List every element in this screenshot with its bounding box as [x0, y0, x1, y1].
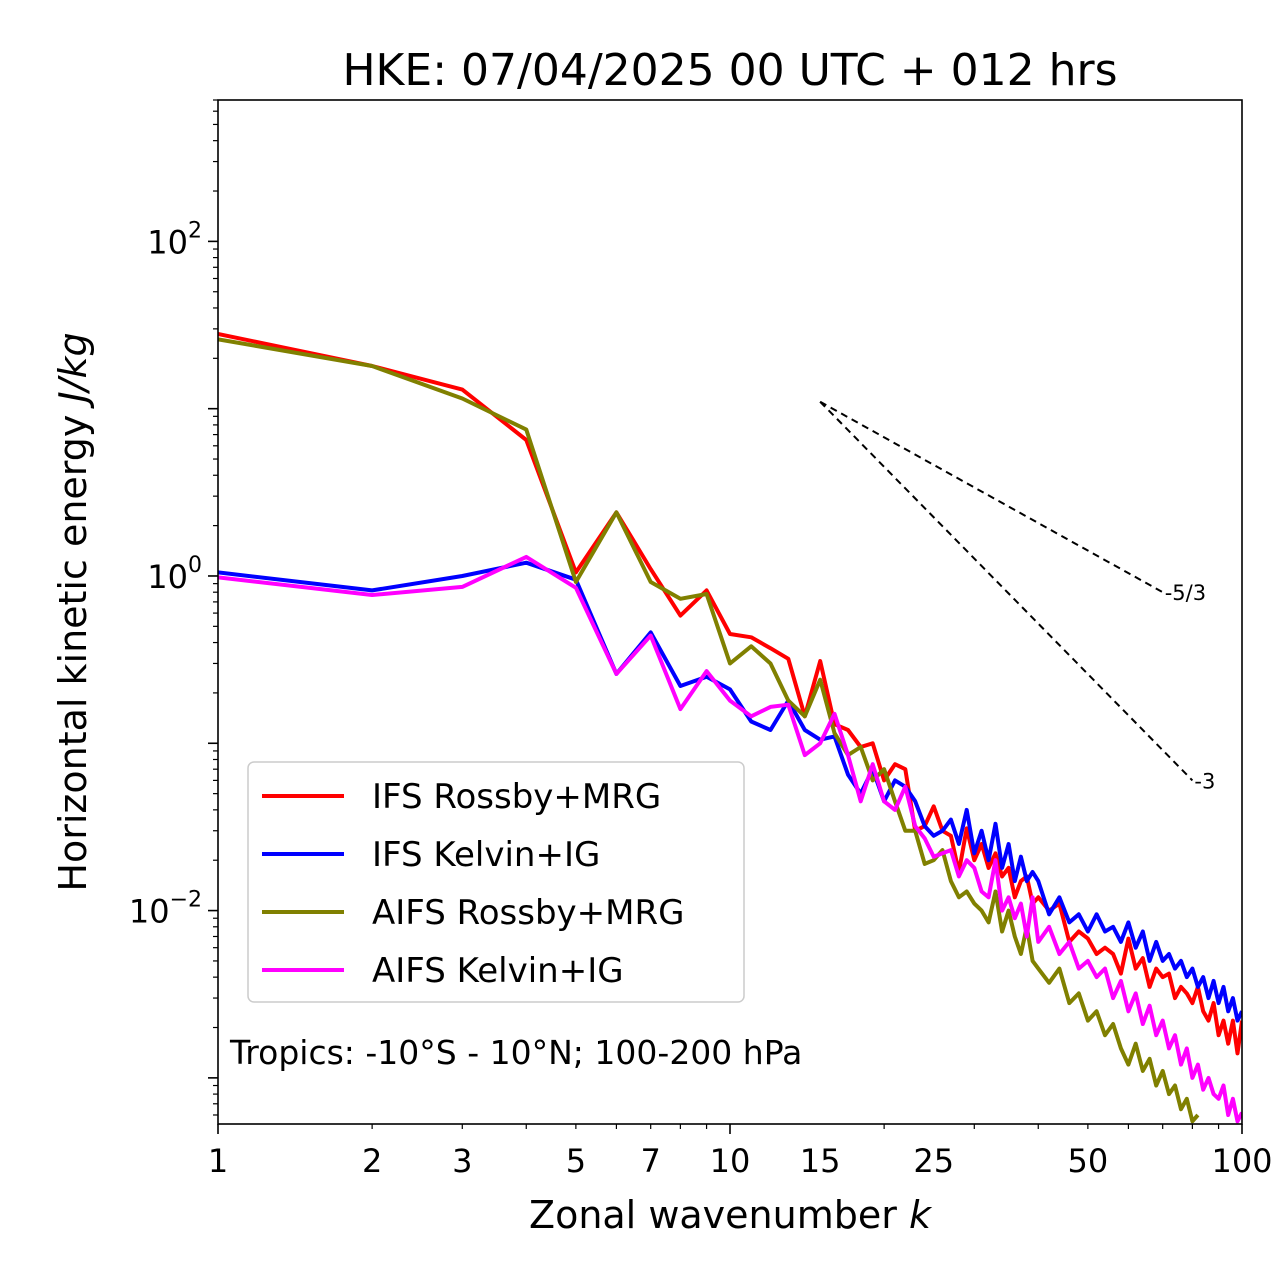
- series-line-ifs-rossby-mrg: [218, 331, 1242, 1056]
- reference-slopes: -5/3 -3: [819, 400, 1215, 793]
- y-axis-label-text: Horizontal kinetic energy: [51, 415, 95, 892]
- legend-label: IFS Rossby+MRG: [372, 777, 661, 817]
- y-tick-label: 10−2: [129, 888, 202, 931]
- reference-line-5-3: [819, 400, 1164, 594]
- legend-label: AIFS Kelvin+IG: [372, 951, 624, 991]
- reference-line-3: [819, 401, 1194, 782]
- x-axis-ticks: 1 2 3 5 7 10 15 25 50 100: [208, 1124, 1273, 1180]
- y-tick-label: 100: [147, 553, 202, 596]
- legend: IFS Rossby+MRG IFS Kelvin+IG AIFS Rossby+M…: [247, 761, 745, 1003]
- reference-line-label: -5/3: [1165, 581, 1206, 605]
- series-line-aifs-kelvin-ig: [218, 554, 1242, 1124]
- y-tick-label: 102: [147, 218, 202, 261]
- x-tick-label: 2: [362, 1142, 382, 1180]
- x-axis-label: Zonal wavenumber k: [529, 1193, 933, 1237]
- legend-box: [247, 761, 745, 1003]
- x-tick-label: 7: [641, 1142, 661, 1180]
- x-tick-label: 5: [566, 1142, 586, 1180]
- legend-label: AIFS Rossby+MRG: [372, 893, 684, 933]
- region-annotation: Tropics: -10°S - 10°N; 100-200 hPa: [229, 1033, 802, 1072]
- x-axis-label-variable: k: [909, 1193, 933, 1237]
- y-axis-label-unit: J/kg: [51, 332, 95, 409]
- x-tick-label: 1: [208, 1142, 228, 1180]
- x-tick-label: 25: [913, 1142, 954, 1180]
- y-axis-label: Horizontal kinetic energy J/kg: [51, 332, 95, 891]
- x-tick-label: 50: [1068, 1142, 1109, 1180]
- series-line-aifs-rossby-mrg: [218, 337, 1200, 1124]
- legend-items: IFS Rossby+MRG IFS Kelvin+IG AIFS Rossby+M…: [262, 777, 684, 991]
- x-tick-label: 100: [1211, 1142, 1272, 1180]
- series-line-ifs-kelvin-ig: [218, 560, 1242, 1023]
- x-tick-label: 10: [710, 1142, 751, 1180]
- x-axis-label-text: Zonal wavenumber: [529, 1193, 897, 1237]
- chart-title: HKE: 07/04/2025 00 UTC + 012 hrs: [342, 45, 1117, 96]
- legend-label: IFS Kelvin+IG: [372, 835, 600, 875]
- x-tick-label: 3: [452, 1142, 472, 1180]
- plot-lines: [218, 331, 1242, 1124]
- x-tick-label: 15: [800, 1142, 841, 1180]
- y-axis-ticks: 102 100 10−2: [129, 99, 218, 1116]
- reference-line-label: -3: [1194, 769, 1215, 793]
